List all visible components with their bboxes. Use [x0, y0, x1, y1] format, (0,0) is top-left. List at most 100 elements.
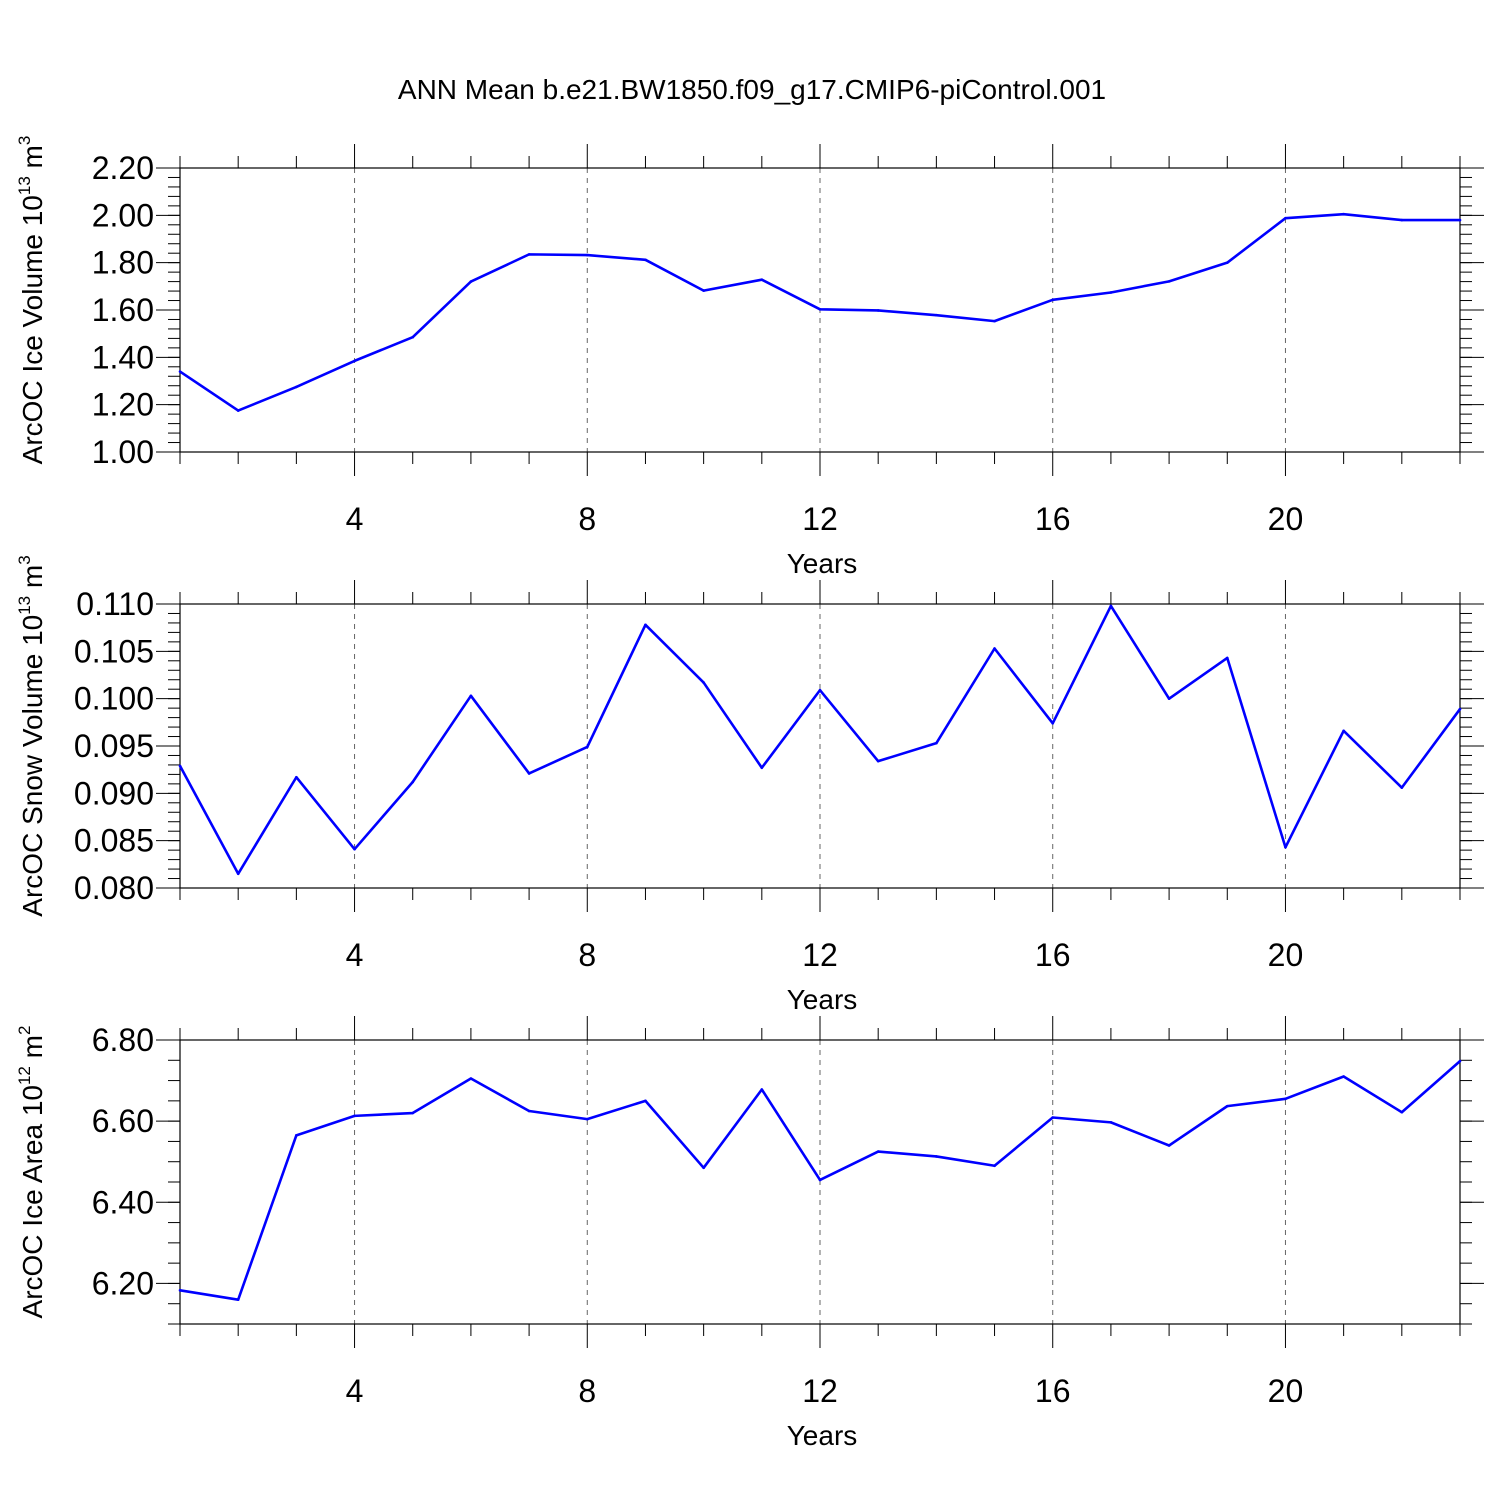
y-tick-label: 6.80	[92, 1022, 154, 1058]
y-tick-label: 1.40	[92, 339, 154, 375]
data-point	[1167, 1144, 1171, 1147]
data-point	[1109, 604, 1113, 608]
data-point	[1225, 1104, 1229, 1108]
y-axis-title-superscript: 13	[15, 596, 34, 615]
data-point	[1342, 1075, 1345, 1078]
data-point	[644, 623, 647, 627]
data-point	[760, 1088, 764, 1091]
y-axis-title: ArcOC Ice Volume 1013 m3	[15, 136, 48, 465]
x-tick-label: 4	[346, 501, 364, 537]
data-point	[1109, 1121, 1113, 1124]
data-point	[702, 289, 705, 292]
plot-frame	[179, 167, 1461, 453]
data-point	[644, 258, 647, 262]
data-point	[295, 1134, 298, 1137]
x-tick-label: 20	[1268, 501, 1304, 537]
data-point	[469, 280, 473, 283]
x-tick-label: 20	[1268, 1373, 1304, 1409]
data-point	[993, 647, 996, 650]
y-axis-title: ArcOC Ice Area 1012 m2	[15, 1026, 48, 1319]
x-axis-title: Years	[787, 1420, 858, 1451]
data-point	[935, 741, 938, 745]
data-point	[178, 764, 182, 768]
data-point	[818, 1178, 822, 1182]
y-tick-label: 1.20	[92, 387, 154, 423]
data-point	[1400, 1110, 1404, 1114]
data-point	[411, 780, 415, 784]
y-axis-title-part: m	[17, 565, 48, 596]
data-point	[1400, 786, 1404, 789]
y-tick-label: 0.100	[74, 681, 154, 717]
data-point	[178, 1289, 182, 1292]
data-point	[1225, 261, 1229, 264]
x-tick-label: 8	[578, 1373, 596, 1409]
data-point	[236, 1298, 240, 1301]
y-tick-label: 1.80	[92, 245, 154, 281]
y-tick-label: 0.085	[74, 823, 154, 859]
x-tick-label: 16	[1035, 1373, 1071, 1409]
y-axis-title-part: m	[17, 1035, 48, 1066]
data-point	[935, 313, 938, 317]
plot-frame	[179, 603, 1461, 889]
data-point	[469, 694, 473, 698]
y-tick-label: 6.40	[92, 1184, 154, 1220]
chart-panel-2: 0.080 0.085 0.090 0.095 0.100 0.105 0.110 4 8 12 1…	[15, 555, 1484, 1015]
chart-panel-3: 6.20 6.40 6.60 6.80 4 8 12 16 20 Years ArcOC Ice A…	[15, 1016, 1484, 1451]
y-axis-title-superscript: 2	[15, 1026, 34, 1035]
panels: 1.00 1.20 1.40 1.60 1.80 2.00 2.20 4 8 12 16 20 Year…	[15, 136, 1484, 1451]
y-axis-title-superscript: 3	[15, 136, 34, 145]
y-tick-label: 0.105	[74, 633, 154, 669]
y-axis-title-superscript: 13	[15, 176, 34, 195]
figure-title: ANN Mean b.e21.BW1850.f09_g17.CMIP6-piCo…	[398, 74, 1106, 105]
data-point	[876, 759, 880, 763]
data-point	[585, 253, 589, 257]
data-point	[702, 1166, 705, 1170]
data-point	[1458, 707, 1462, 711]
y-axis-title: ArcOC Snow Volume 1013 m3	[15, 555, 48, 916]
x-tick-label: 16	[1035, 937, 1071, 973]
data-point	[585, 1117, 589, 1121]
chart-panel-1: 1.00 1.20 1.40 1.60 1.80 2.00 2.20 4 8 12 16 20 Year…	[15, 136, 1484, 579]
x-tick-label: 4	[346, 1373, 364, 1409]
y-axis-title-part: ArcOC Snow Volume 10	[17, 615, 48, 917]
y-axis-title-part: ArcOC Ice Volume 10	[17, 195, 48, 464]
data-point	[527, 253, 531, 256]
data-point	[1284, 845, 1287, 849]
data-point	[295, 775, 298, 779]
data-point	[353, 1114, 356, 1118]
x-tick-label: 16	[1035, 501, 1071, 537]
x-tick-label: 12	[802, 501, 838, 537]
y-axis-title-part: ArcOC Ice Area 10	[17, 1085, 48, 1318]
x-axis-title: Years	[787, 984, 858, 1015]
data-point	[1458, 218, 1462, 222]
y-tick-label: 0.095	[74, 728, 154, 764]
x-tick-label: 4	[346, 937, 364, 973]
data-point	[1051, 298, 1055, 302]
data-point	[702, 681, 705, 684]
y-tick-label: 0.090	[74, 775, 154, 811]
data-point	[236, 872, 240, 876]
data-point	[993, 319, 996, 323]
y-axis-title-part: m	[17, 145, 48, 176]
data-point	[1284, 216, 1287, 220]
data-point	[236, 409, 240, 412]
data-point	[1342, 212, 1345, 216]
data-point	[469, 1077, 473, 1080]
data-point	[1109, 291, 1113, 294]
data-point	[760, 278, 764, 282]
data-point	[1167, 280, 1171, 283]
data-point	[993, 1164, 996, 1168]
data-point	[1051, 1116, 1055, 1119]
data-point	[411, 335, 415, 339]
data-point	[818, 688, 822, 692]
data-point	[353, 359, 356, 363]
data-point	[527, 772, 531, 775]
plot-frame	[179, 1039, 1461, 1325]
y-tick-label: 1.60	[92, 292, 154, 328]
x-tick-label: 8	[578, 501, 596, 537]
y-tick-label: 6.20	[92, 1265, 154, 1301]
data-point	[411, 1111, 415, 1115]
data-point	[353, 847, 356, 851]
y-tick-label: 0.080	[74, 870, 154, 906]
